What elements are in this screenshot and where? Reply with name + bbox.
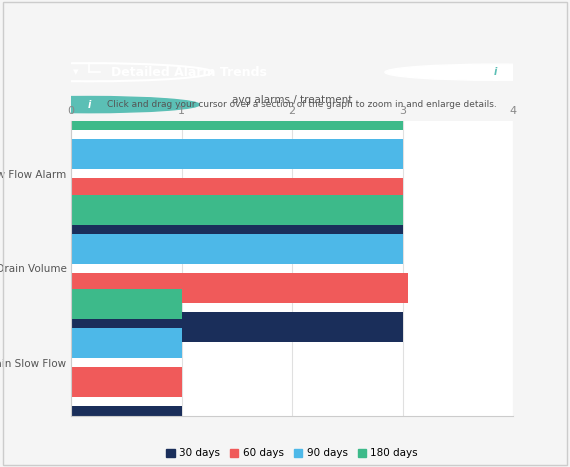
Bar (71, 139, 402, 170)
Bar (71, 406, 182, 436)
Bar (71, 217, 402, 247)
X-axis label: avg alarms / treatment: avg alarms / treatment (232, 95, 352, 105)
Text: Detailed Alarm Trends: Detailed Alarm Trends (111, 66, 267, 79)
Text: ▾: ▾ (73, 67, 79, 77)
Bar (71, 178, 402, 208)
Bar (71, 195, 402, 225)
Bar (71, 273, 408, 303)
Bar (71, 234, 402, 264)
Bar (71, 328, 182, 358)
Circle shape (385, 64, 570, 80)
Bar (71, 289, 182, 319)
Bar (71, 311, 402, 342)
Bar (71, 367, 182, 397)
Text: Click and drag your cursor over a section of the graph to zoom in and enlarge de: Click and drag your cursor over a sectio… (107, 100, 496, 109)
Legend: 30 days, 60 days, 90 days, 180 days: 30 days, 60 days, 90 days, 180 days (161, 443, 424, 463)
Text: i: i (87, 99, 91, 110)
Circle shape (0, 97, 200, 113)
Bar (71, 100, 402, 130)
Text: i: i (494, 67, 497, 77)
